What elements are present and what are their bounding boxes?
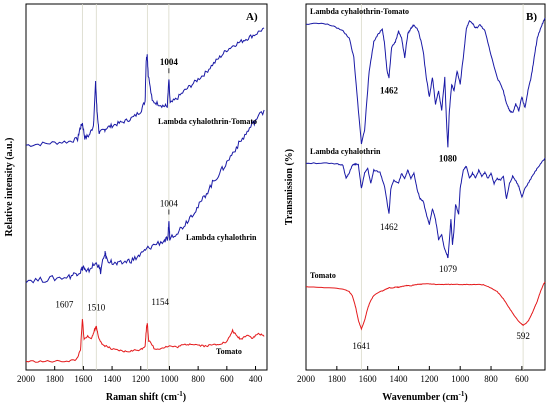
series-line-lambda-cyhalothrin-tomato — [25, 27, 265, 147]
series-label: Tomato — [310, 271, 336, 280]
series-label: Lambda cyhalothrin — [310, 147, 381, 156]
peak-annotation: 1462 — [380, 85, 399, 95]
panel-b-x-axis-label: Wavenumber (cm-1) — [382, 390, 467, 403]
panel-b-x-ticks: 2000 1800 1600 1400 1200 1000 800 600 — [297, 366, 529, 384]
panel-b-frame — [305, 3, 546, 371]
x-tick-label: 1000 — [451, 374, 470, 384]
panel-a-y-axis-label: Relative intensity (a.u.) — [4, 138, 15, 237]
peak-annotation: 1607 — [55, 299, 74, 309]
x-tick-label: 2000 — [17, 374, 36, 384]
panel-b-ftir: 2000 1800 1600 1400 1200 1000 800 600 Lambda cy… — [284, 3, 546, 403]
panel-a-xlabel-sup: -1 — [177, 390, 183, 398]
peak-annotation: 1004 — [160, 57, 179, 67]
x-tick-label: 1600 — [359, 374, 378, 384]
panel-a-frame — [25, 3, 268, 371]
panel-b-series — [305, 17, 546, 331]
panel-a-x-ticks: 2000 1800 1600 1400 1200 1000 800 600 400 — [17, 366, 263, 384]
x-tick-label: 1800 — [46, 374, 65, 384]
peak-annotation: 1079 — [439, 264, 458, 274]
x-tick-label: 1200 — [420, 374, 439, 384]
panel-a-reference-lines — [81, 4, 170, 370]
series-label: Lambda cyhalothrin-Tomato — [310, 7, 409, 16]
panel-b-xlabel-tail: ) — [464, 392, 467, 403]
x-tick-label: 1200 — [132, 374, 151, 384]
panel-a-raman: 2000 1800 1600 1400 1200 1000 800 600 400 Lambda… — [4, 3, 268, 403]
x-tick-label: 600 — [515, 374, 529, 384]
panel-b-y-axis-label: Transmission (%) — [284, 149, 295, 225]
panel-a-series — [25, 27, 265, 363]
series-label: Tomato — [216, 347, 242, 356]
peak-annotation: 1462 — [380, 222, 398, 232]
panel-a-labels: Lambda cyhalothrin-Tomato 1004 Lambda cyha… — [55, 57, 257, 356]
peak-annotation: 1510 — [87, 303, 106, 313]
series-line-lambda-cyhalothrin — [25, 109, 265, 284]
x-tick-label: 1800 — [328, 374, 347, 384]
series-label: Lambda cyhalothrin-Tomato — [158, 117, 257, 126]
x-tick-label: 2000 — [297, 374, 316, 384]
panel-b-label: B) — [526, 11, 537, 23]
series-line-tomato — [305, 281, 546, 331]
panel-b-xlabel-text: Wavenumber (cm — [382, 392, 459, 403]
x-tick-label: 800 — [191, 374, 205, 384]
panel-a-xlabel-tail: ) — [183, 392, 186, 403]
x-tick-label: 1600 — [74, 374, 93, 384]
peak-annotation: 592 — [516, 331, 530, 341]
x-tick-label: 600 — [220, 374, 234, 384]
panel-a-xlabel-text: Raman shift (cm — [106, 392, 178, 403]
x-tick-label: 400 — [249, 374, 263, 384]
panel-b-labels: Lambda cyhalothrin-Tomato 1462 1080 Lambda … — [310, 7, 530, 351]
peak-annotation: 1004 — [160, 199, 179, 209]
x-tick-label: 1400 — [103, 374, 122, 384]
series-line-tomato — [25, 319, 265, 363]
series-line-lambda-cyhalothrin — [305, 157, 546, 259]
x-tick-label: 1400 — [390, 374, 409, 384]
series-line-lambda-cyhalothrin-tomato — [305, 17, 546, 148]
panel-a-label: A) — [246, 11, 258, 23]
series-label: Lambda cyhalothrin — [186, 233, 257, 242]
x-tick-label: 1000 — [160, 374, 179, 384]
peak-annotation: 1641 — [352, 341, 370, 351]
panel-a-x-axis-label: Raman shift (cm-1) — [106, 390, 186, 403]
peak-annotation: 1080 — [439, 153, 458, 163]
x-tick-label: 800 — [484, 374, 498, 384]
panel-b-xlabel-sup: -1 — [459, 390, 465, 398]
peak-annotation: 1154 — [151, 297, 169, 307]
